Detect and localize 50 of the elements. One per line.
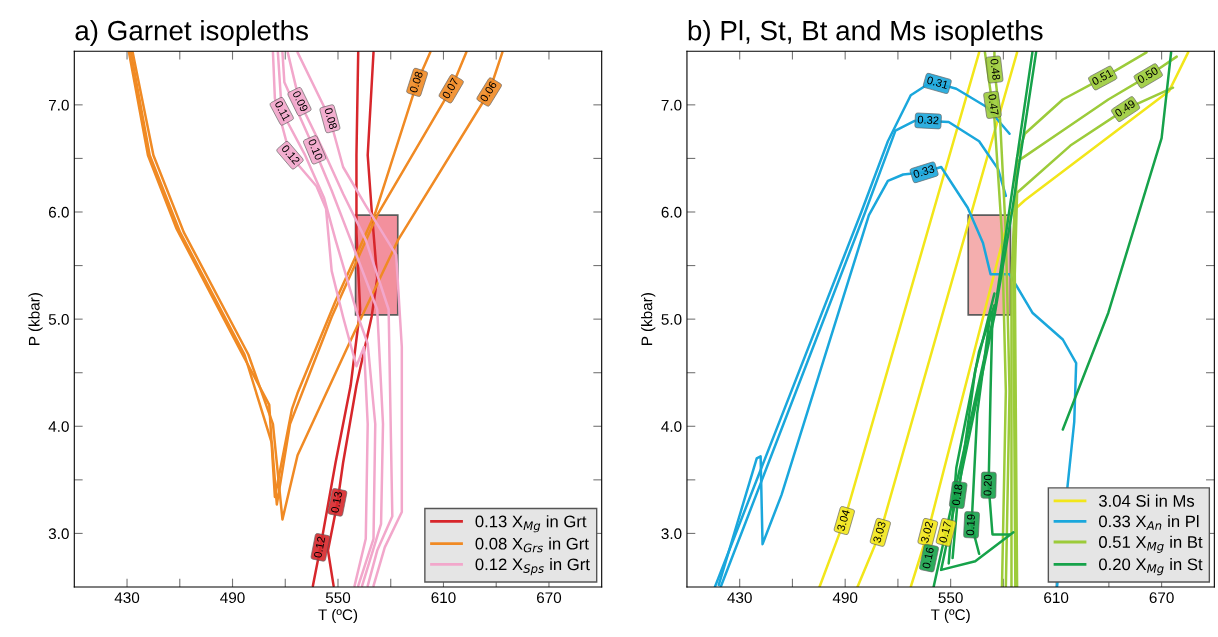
annotation: 0.17: [938, 521, 952, 544]
y-tick-label: 5.0: [661, 314, 682, 325]
x-tick-label: 550: [938, 592, 963, 604]
x-tick-label: 490: [832, 592, 858, 604]
annotation: 3.02: [920, 521, 934, 544]
x-axis-title: T (ºC): [930, 608, 970, 624]
x-tick-label: 610: [431, 592, 456, 604]
y-tick-label: 3.0: [48, 528, 69, 540]
annotation: 0.08: [324, 107, 338, 130]
x-tick-label: 490: [220, 592, 245, 604]
x-tick-label: 670: [536, 592, 562, 604]
y-tick-label: 5.0: [48, 314, 69, 325]
legend-label: 0.33 X$_{An}$ in Pl: [1099, 515, 1199, 530]
annotation: 0.11: [274, 100, 291, 122]
legend-label: 3.04 Si in Ms: [1098, 494, 1195, 507]
annotation: 0.33: [912, 164, 935, 179]
annotation: 0.12: [313, 536, 326, 559]
legend-label: 0.08 X$_{Grs}$ in Grt: [475, 537, 589, 553]
chart-title: a) Garnet isopleths: [75, 20, 308, 46]
y-tick-label: 4.0: [661, 421, 682, 432]
legend-label: 0.20 X$_{Mg}$ in St: [1099, 558, 1203, 576]
x-tick-label: 430: [727, 592, 752, 604]
legend-label: 0.51 X$_{Mg}$ in Bt: [1099, 535, 1203, 553]
y-tick-label: 6.0: [661, 206, 682, 218]
annotation: 3.03: [872, 521, 887, 544]
annotation: 0.16: [922, 546, 935, 569]
annotation: 0.31: [926, 75, 949, 90]
chart-title: b) Pl, St, Bt and Ms isopleths: [688, 20, 1043, 46]
y-tick-label: 6.0: [48, 206, 69, 218]
x-tick-label: 670: [1149, 592, 1174, 604]
annotation: 0.50: [1136, 66, 1159, 84]
annotation: 0.10: [307, 138, 324, 161]
annotation: 3.04: [836, 509, 851, 532]
annotation: 0.49: [1114, 99, 1136, 118]
y-tick-label: 7.0: [661, 99, 682, 111]
x-tick-label: 550: [325, 592, 351, 604]
x-axis-title: T (ºC): [318, 608, 358, 624]
legend-label: 0.13 X$_{Mg}$ in Grt: [475, 515, 587, 533]
annotation: 0.13: [330, 491, 343, 514]
y-tick-label: 7.0: [48, 99, 69, 111]
y-axis-title: P (kbar): [28, 293, 43, 345]
y-tick-label: 4.0: [48, 421, 69, 432]
annotation: 0.51: [1091, 68, 1114, 86]
legend-label: 0.12 X$_{Sps}$ in Grt: [475, 558, 590, 576]
x-tick-label: 430: [114, 592, 140, 604]
x-tick-label: 610: [1044, 592, 1069, 604]
y-tick-label: 3.0: [661, 528, 682, 540]
annotation: 0.08: [409, 71, 424, 94]
y-axis-title: P (kbar): [641, 293, 656, 345]
annotation: 0.09: [292, 90, 309, 113]
